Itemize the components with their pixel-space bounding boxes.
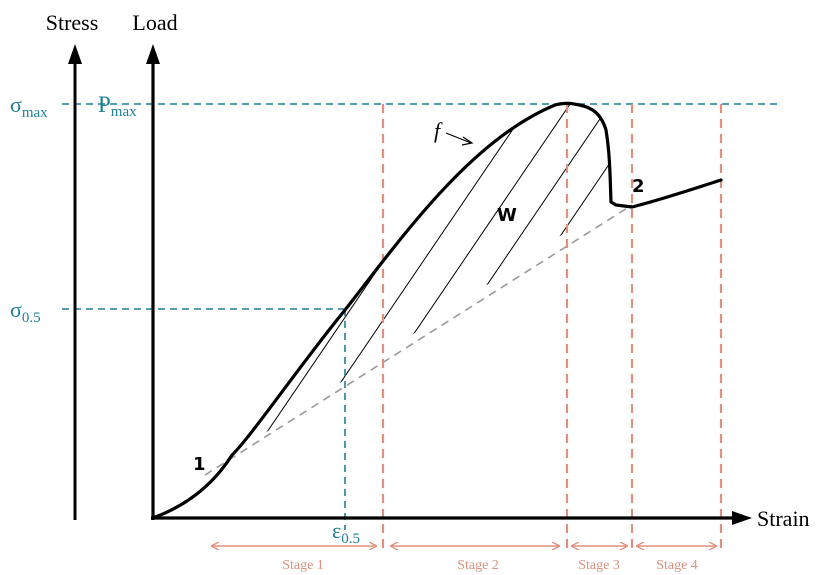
hatch-line (299, 103, 611, 456)
curve-label: f (434, 118, 443, 143)
hatch-line (419, 103, 611, 456)
stress-axis-label: Stress (46, 10, 99, 35)
hatch-line (259, 103, 601, 456)
baseline-dashed (204, 204, 633, 476)
eps-half-label: ε0.5 (332, 518, 360, 547)
point-2-label: 2 (632, 176, 645, 197)
sigma-half-subscript: 0.5 (22, 310, 41, 326)
curve-label-pointer-head (461, 136, 474, 146)
eps-half-subscript: 0.5 (341, 531, 360, 547)
p-max-subscript: max (111, 104, 137, 120)
hatch-line (379, 103, 611, 456)
hatch-line (459, 103, 611, 456)
hatch-line (232, 103, 561, 456)
stress-axis-arrowhead (68, 44, 82, 64)
point-1-label: 1 (193, 454, 206, 475)
hatch-line (539, 103, 611, 456)
stage-1-label: Stage 1 (282, 558, 324, 573)
hatch-line (232, 103, 521, 456)
hatch-line (579, 103, 611, 456)
strain-axis-label: Strain (757, 506, 810, 531)
p-max-symbol: P (98, 92, 111, 117)
sigma-max-label: σmax (10, 92, 48, 121)
sigma-half-symbol: σ (10, 297, 22, 322)
load-axis-label: Load (132, 10, 177, 35)
hatch-line (339, 103, 611, 456)
load-strain-curve (151, 101, 723, 520)
stage-4-label: Stage 4 (656, 558, 698, 573)
load-axis-arrowhead (146, 44, 160, 64)
sigma-half-label: σ0.5 (10, 297, 41, 326)
eps-half-symbol: ε (332, 518, 341, 543)
curve-label-pointer (445, 132, 472, 144)
strain-axis-arrowhead (732, 511, 752, 525)
stage-2-label: Stage 2 (457, 558, 499, 573)
p-max-label: Pmax (98, 92, 137, 120)
work-label: W (497, 205, 517, 226)
sigma-max-subscript: max (22, 105, 48, 121)
stage-3-label: Stage 3 (578, 558, 620, 573)
sigma-max-symbol: σ (10, 92, 22, 117)
